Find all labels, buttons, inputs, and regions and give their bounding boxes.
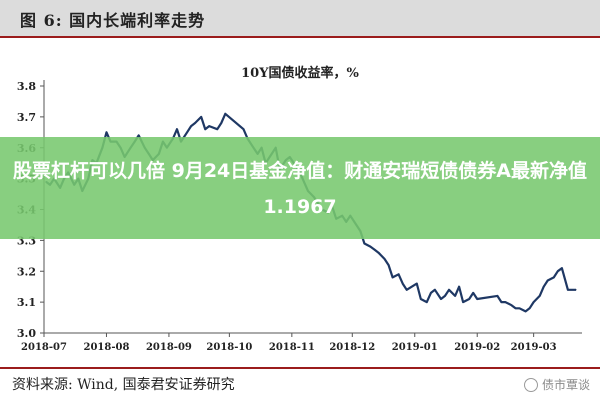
data-point	[387, 264, 390, 266]
watermark: 债市覃谈	[523, 376, 590, 393]
data-point	[430, 292, 432, 294]
data-point	[186, 131, 188, 133]
data-point	[194, 122, 196, 124]
data-point	[454, 295, 456, 297]
data-point	[448, 289, 450, 291]
data-point	[543, 286, 545, 288]
data-point	[514, 307, 517, 309]
header-rule	[0, 36, 600, 38]
x-tick-label: 2019-03	[511, 342, 557, 353]
data-point	[216, 128, 218, 130]
x-tick-label: 2018-09	[146, 342, 192, 353]
data-point	[444, 295, 446, 297]
data-point	[553, 276, 555, 279]
data-point	[369, 245, 372, 248]
chart-title: 10Y国债收益率，%	[241, 66, 359, 81]
data-point	[557, 270, 559, 272]
overlay-banner-text: 股票杠杆可以几倍 9月24日基金净值：财通安瑞短债债券A最新净值1.1967	[13, 160, 587, 218]
data-point	[176, 128, 178, 130]
data-point	[575, 289, 577, 291]
data-point	[571, 289, 573, 291]
data-point	[391, 276, 394, 279]
data-point	[468, 298, 470, 300]
figure-title: 图 6: 国内长端利率走势	[20, 11, 206, 30]
source-note: 资料来源: Wind, 国泰君安证券研究	[12, 377, 235, 393]
data-point	[208, 125, 210, 127]
data-point	[529, 307, 531, 309]
x-tick-label: 2018-08	[84, 342, 130, 353]
data-point	[434, 289, 436, 291]
data-point	[377, 252, 380, 254]
data-point	[224, 113, 226, 115]
x-tick-label: 2019-02	[454, 342, 500, 353]
x-tick-label: 2018-11	[269, 342, 315, 353]
data-point	[458, 286, 460, 288]
data-point	[504, 301, 507, 303]
data-point	[190, 125, 192, 127]
data-point	[105, 131, 108, 133]
y-tick-label: 3.0	[17, 327, 36, 340]
data-point	[363, 242, 365, 245]
data-point	[373, 249, 376, 251]
data-point	[200, 116, 202, 118]
y-tick-label: 3.2	[17, 265, 36, 278]
x-tick-label: 2019-01	[392, 342, 438, 353]
data-point	[472, 292, 474, 294]
data-point	[539, 295, 541, 297]
data-point	[440, 298, 442, 300]
watermark-text: 债市覃谈	[541, 378, 590, 392]
y-tick-label: 3.7	[17, 111, 36, 124]
data-point	[138, 134, 140, 136]
data-point	[476, 298, 478, 300]
y-tick-label: 3.8	[17, 80, 36, 93]
data-point	[420, 298, 422, 300]
wechat-icon	[523, 377, 538, 392]
data-point	[204, 128, 206, 130]
x-tick-label: 2018-10	[206, 342, 252, 353]
data-point	[510, 304, 513, 306]
data-point	[561, 267, 563, 269]
data-point	[398, 273, 400, 275]
data-point	[547, 279, 549, 282]
data-point	[567, 289, 569, 291]
data-point	[496, 295, 498, 297]
data-point	[533, 301, 535, 303]
footer-rule	[0, 367, 600, 369]
x-tick-label: 2018-07	[21, 342, 67, 353]
data-point	[406, 289, 408, 291]
figure-header: 图 6: 国内长端利率走势	[0, 0, 600, 36]
data-point	[524, 310, 527, 312]
data-point	[462, 301, 464, 303]
data-point	[383, 258, 386, 260]
x-tick-label: 2018-12	[329, 342, 375, 353]
data-point	[220, 122, 222, 124]
data-point	[242, 128, 245, 130]
overlay-banner	[0, 137, 600, 239]
data-point	[518, 307, 521, 309]
data-point	[416, 283, 418, 285]
data-point	[402, 283, 404, 285]
y-tick-label: 3.1	[17, 296, 36, 309]
data-point	[500, 301, 503, 303]
data-point	[426, 301, 428, 303]
